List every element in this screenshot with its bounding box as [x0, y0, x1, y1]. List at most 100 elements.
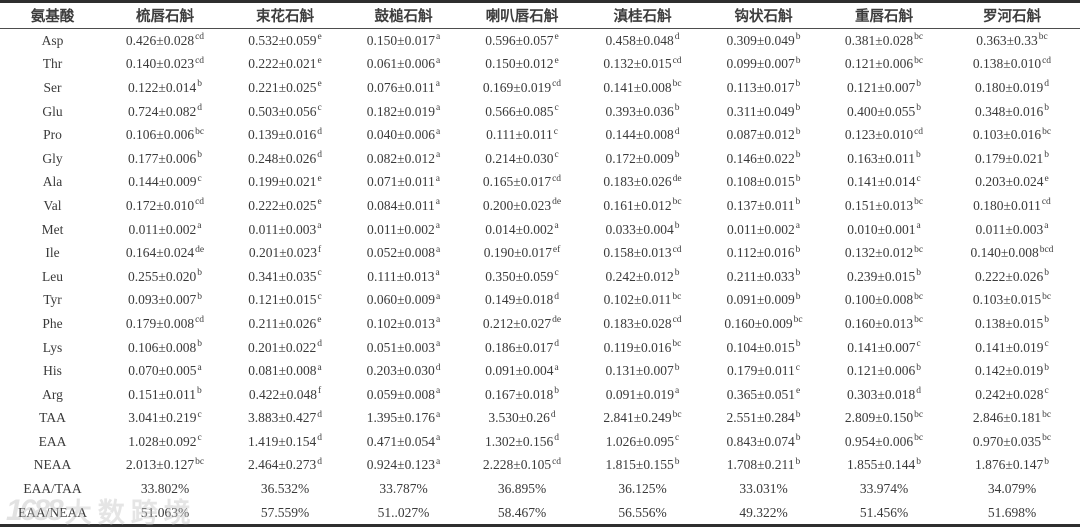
value-cell: 0.201±0.022d — [248, 339, 322, 355]
value-cell: 0.059±0.008a — [366, 386, 441, 402]
value-cell: 0.199±0.021e — [248, 173, 322, 190]
significance-letter: f — [318, 244, 322, 255]
significance-letter: e — [317, 55, 322, 66]
significance-letter: cd — [195, 315, 205, 326]
value-cell: 0.122±0.014b — [128, 79, 202, 95]
significance-letter: bc — [914, 55, 924, 66]
value-cell: 0.311±0.049b — [726, 103, 801, 119]
value-cell: 0.121±0.007b — [847, 79, 921, 95]
significance-letter: bc — [1042, 433, 1052, 444]
table-row: Ala 0.144±0.009c 0.199±0.021e 0.071±0.011a 0… — [0, 171, 1080, 195]
value-cell: 1.815±0.155b — [605, 456, 680, 473]
value-cell: 2.846±0.181bc — [972, 409, 1052, 426]
table-row: Arg 0.151±0.011b 0.422±0.048f 0.059±0.008a 0… — [0, 383, 1080, 407]
significance-letter: c — [554, 103, 559, 114]
value-cell: 33.787% — [379, 481, 428, 497]
significance-letter: a — [435, 268, 440, 279]
row-label: Arg — [42, 386, 63, 402]
row-label: Thr — [42, 56, 63, 72]
value-cell: 0.214±0.030c — [485, 150, 559, 166]
significance-letter: c — [197, 409, 202, 420]
significance-letter: e — [317, 173, 322, 184]
value-cell: 0.239±0.015b — [847, 268, 921, 284]
significance-letter: b — [795, 339, 801, 350]
value-cell: 0.164±0.024de — [125, 244, 205, 261]
significance-letter: d — [916, 386, 921, 397]
significance-letter: b — [795, 126, 801, 137]
significance-letter: b — [1044, 150, 1049, 161]
table-row: TAA 3.041±0.219c 3.883±0.427d 1.395±0.176a 3… — [0, 407, 1080, 431]
significance-letter: cd — [552, 173, 562, 184]
table-header-row: 氨基酸 梳唇石斛 束花石斛 鼓槌石斛 喇叭唇石斛 滇桂石斛 钩状石斛 重唇石斛 … — [0, 1, 1080, 29]
value-cell: 0.843±0.074b — [726, 433, 801, 449]
significance-letter: b — [795, 268, 801, 279]
value-cell: 0.160±0.009bc — [724, 315, 803, 331]
row-label: Leu — [42, 268, 63, 284]
value-cell: 0.121±0.006b — [847, 362, 921, 379]
significance-letter: a — [435, 150, 441, 161]
value-cell: 0.180±0.011cd — [973, 197, 1051, 213]
row-label: Ile — [45, 245, 60, 261]
table-row: Ser 0.122±0.014b 0.221±0.025e 0.076±0.011a 0… — [0, 76, 1080, 100]
significance-letter: b — [916, 103, 921, 114]
value-cell: 1.708±0.211b — [726, 456, 801, 473]
significance-letter: b — [795, 197, 801, 208]
value-cell: 0.724±0.082d — [128, 103, 202, 119]
value-cell: 2.013±0.127bc — [125, 456, 205, 473]
significance-letter: a — [317, 221, 322, 232]
significance-letter: b — [916, 268, 921, 279]
significance-letter: cd — [552, 456, 562, 467]
value-cell: 0.203±0.024e — [975, 173, 1049, 190]
significance-letter: b — [197, 291, 202, 302]
value-cell: 0.190±0.017ef — [483, 244, 561, 261]
column-header-species-3: 鼓槌石斛 — [345, 1, 462, 29]
significance-letter: bc — [1038, 32, 1048, 43]
significance-letter: a — [1044, 221, 1049, 232]
value-cell: 0.160±0.013bc — [844, 315, 924, 331]
value-cell: 0.222±0.021e — [248, 55, 322, 72]
value-cell: 0.179±0.021b — [975, 150, 1049, 166]
significance-letter: e — [1044, 173, 1049, 184]
significance-letter: e — [795, 386, 801, 397]
significance-letter: e — [554, 32, 559, 43]
table-row: EAA/NEAA 51.063% 57.559% 51..027% 58.467% 56.… — [0, 501, 1080, 526]
value-cell: 0.011±0.002a — [727, 221, 800, 237]
significance-letter: cd — [672, 244, 682, 255]
significance-letter: b — [196, 386, 202, 397]
significance-letter: bc — [1042, 409, 1052, 420]
value-cell: 0.172±0.010cd — [125, 197, 205, 213]
value-cell: 0.211±0.033b — [726, 268, 801, 284]
significance-letter: b — [197, 339, 202, 350]
value-cell: 0.102±0.011bc — [603, 291, 682, 308]
value-cell: 1.026±0.095c — [605, 433, 680, 449]
value-cell: 36.532% — [260, 481, 310, 497]
value-cell: 0.149±0.018d — [485, 291, 559, 308]
value-cell: 0.924±0.123a — [366, 456, 441, 473]
value-cell: 51.063% — [140, 504, 190, 520]
value-cell: 0.111±0.013a — [367, 268, 440, 284]
value-cell: 33.802% — [140, 481, 190, 497]
significance-letter: a — [435, 173, 440, 184]
row-label: Glu — [42, 103, 63, 119]
value-cell: 0.186±0.017d — [485, 339, 559, 355]
significance-letter: cd — [1041, 197, 1051, 208]
value-cell: 0.103±0.016bc — [972, 126, 1052, 143]
value-cell: 0.137±0.011b — [726, 197, 801, 213]
value-cell: 0.458±0.048d — [605, 32, 680, 48]
table-row: NEAA 2.013±0.127bc 2.464±0.273d 0.924±0.123… — [0, 454, 1080, 478]
value-cell: 0.140±0.008bcd — [970, 244, 1054, 261]
significance-letter: d — [317, 126, 322, 137]
table-row: Gly 0.177±0.006b 0.248±0.026d 0.082±0.012a 0… — [0, 147, 1080, 171]
significance-letter: a — [916, 221, 921, 232]
value-cell: 0.146±0.022b — [726, 150, 801, 166]
value-cell: 0.182±0.019a — [366, 103, 441, 119]
row-label: Lys — [42, 339, 63, 355]
value-cell: 1.419±0.154d — [248, 433, 322, 449]
table-row: Tyr 0.093±0.007b 0.121±0.015c 0.060±0.009a 0… — [0, 289, 1080, 313]
value-cell: 0.303±0.018d — [847, 386, 921, 402]
significance-letter: b — [197, 79, 202, 90]
value-cell: 0.169±0.019cd — [482, 79, 562, 95]
value-cell: 0.172±0.009b — [605, 150, 680, 166]
significance-letter: b — [674, 221, 680, 232]
value-cell: 0.100±0.008bc — [844, 291, 924, 308]
